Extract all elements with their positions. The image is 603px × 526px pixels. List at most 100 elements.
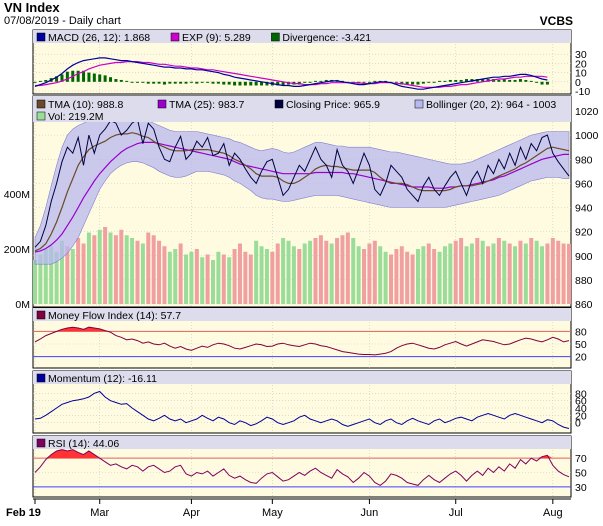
macd-legend-swatch	[36, 32, 46, 42]
divergence-bar	[518, 79, 522, 82]
price-tick-label: 1020	[575, 106, 599, 118]
volume-bar	[556, 240, 561, 304]
divergence-bar	[367, 81, 371, 83]
volume-bar	[567, 243, 571, 304]
divergence-bar	[195, 81, 199, 84]
divergence-bar	[33, 81, 37, 83]
momentum-legend-bar	[33, 371, 571, 384]
volume-bar	[383, 251, 388, 304]
volume-bar	[130, 238, 135, 304]
volume-bar	[124, 235, 129, 304]
volume-bar	[162, 246, 167, 304]
divergence-bar	[373, 80, 377, 82]
volume-bar	[324, 240, 329, 304]
x-axis-label: Mar	[90, 507, 109, 519]
divergence-bar	[319, 80, 323, 82]
divergence-bar	[152, 81, 156, 84]
divergence-bar	[238, 81, 242, 86]
volume-bar	[356, 246, 361, 304]
volume-bar	[81, 243, 86, 304]
divergence-bar	[233, 81, 237, 86]
volume-bar	[43, 249, 48, 304]
rsi-legend-bar	[33, 436, 571, 449]
momentum-legend-label: Momentum (12): -16.11	[48, 373, 157, 385]
x-axis-label: Feb 19	[6, 507, 41, 519]
divergence-bar	[529, 80, 533, 82]
divergence-bar	[313, 80, 317, 82]
divergence-bar	[416, 81, 420, 85]
divergence-bar	[254, 81, 258, 86]
rsi-legend-swatch	[36, 438, 46, 448]
divergence-bar	[87, 72, 91, 82]
rsi-tick-label: 30	[575, 482, 587, 494]
volume-bar	[329, 243, 334, 304]
divergence-bar	[114, 79, 118, 82]
volume-bar	[38, 254, 43, 304]
volume-bar	[248, 254, 253, 304]
tma10-line	[34, 132, 570, 252]
price-tick-label: 980	[575, 154, 593, 166]
macd-tick-label: 20	[575, 58, 587, 70]
divergence-bar	[545, 81, 549, 85]
volume-bar	[540, 246, 545, 304]
volume-tick-label: 400M	[4, 189, 30, 201]
volume-bar	[486, 246, 491, 304]
divergence-bar	[157, 81, 161, 84]
price-tick-label: 920	[575, 227, 593, 239]
volume-bar	[184, 254, 189, 304]
x-axis-label: May	[262, 507, 283, 519]
volume-bar	[103, 227, 108, 304]
closing-price-line	[34, 118, 570, 248]
momentum-tick-label: 60	[575, 396, 587, 408]
volume-bar	[448, 243, 453, 304]
price-legend-label: Bollinger (20, 2): 964 - 1003	[426, 99, 556, 111]
macd-legend-label: EXP (9): 5.289	[182, 32, 251, 44]
divergence-bar	[260, 81, 264, 86]
divergence-bar	[308, 81, 312, 83]
divergence-bar	[55, 76, 59, 82]
volume-bar	[302, 243, 307, 304]
divergence-bar	[421, 81, 425, 84]
volume-bar	[254, 240, 259, 304]
volume-bar	[313, 238, 318, 304]
divergence-bar	[82, 70, 86, 82]
divergence-bar	[130, 81, 134, 83]
mfi-line	[34, 326, 570, 356]
volume-bar	[318, 235, 323, 304]
volume-bar	[415, 249, 420, 304]
divergence-bar	[411, 81, 415, 85]
divergence-bar	[103, 75, 107, 82]
divergence-bar	[162, 81, 166, 85]
x-axis-label: Apr	[183, 507, 200, 519]
price-tick-label: 960	[575, 178, 593, 190]
volume-bar	[480, 240, 485, 304]
macd-legend-swatch	[271, 32, 280, 42]
volume-bar	[205, 254, 210, 304]
volume-bar	[561, 243, 566, 304]
price-legend-swatch	[274, 99, 284, 109]
volume-bar	[232, 249, 237, 304]
rsi-legend-label: RSI (14): 44.06	[48, 438, 119, 450]
mfi-legend-swatch	[36, 310, 46, 320]
divergence-bar	[216, 81, 220, 84]
divergence-bar	[303, 81, 307, 83]
divergence-bar	[535, 81, 539, 83]
price-tick-label: 900	[575, 251, 593, 263]
volume-bar	[146, 232, 151, 304]
divergence-bar	[38, 80, 42, 82]
divergence-bar	[200, 81, 204, 83]
volume-bar	[297, 249, 302, 304]
divergence-bar	[98, 74, 102, 82]
price-legend-swatch	[36, 111, 46, 121]
macd-tick-label: -10	[575, 86, 590, 98]
volume-bar	[140, 243, 145, 304]
volume-bar	[286, 240, 291, 304]
divergence-bar	[44, 79, 48, 82]
rsi-line	[34, 449, 570, 486]
price-legend-label: TMA (25): 983.7	[169, 99, 244, 111]
volume-bar	[345, 232, 350, 304]
volume-bar	[550, 238, 555, 304]
divergence-bar	[222, 81, 226, 85]
